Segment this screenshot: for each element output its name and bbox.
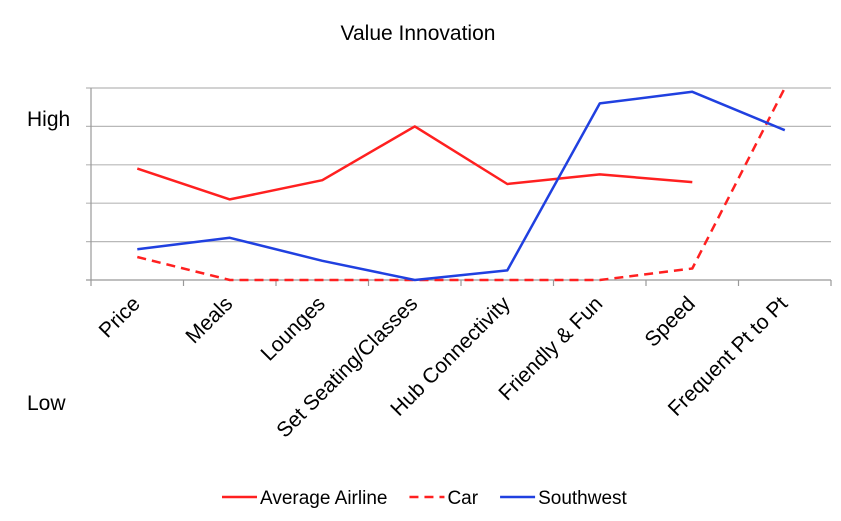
- x-tick-label: Speed: [641, 292, 700, 351]
- series-line-car: [136, 87, 786, 282]
- legend-label: Southwest: [538, 488, 627, 509]
- series-line-average-airline: [136, 125, 693, 201]
- y-low-label: Low: [27, 392, 66, 415]
- x-tick-label: Meals: [181, 292, 237, 348]
- series-lines: [136, 87, 786, 282]
- y-high-label: High: [27, 108, 70, 131]
- x-tick-label: Lounges: [257, 292, 330, 365]
- legend-label: Car: [447, 488, 478, 509]
- legend-label: Average Airline: [260, 488, 387, 509]
- x-tick-label: Price: [95, 292, 145, 342]
- axes: [86, 88, 832, 286]
- series-line-southwest: [137, 90, 786, 282]
- chart-title: Value Innovation: [341, 22, 496, 45]
- legend: Average Airline Car Southwest: [222, 488, 628, 509]
